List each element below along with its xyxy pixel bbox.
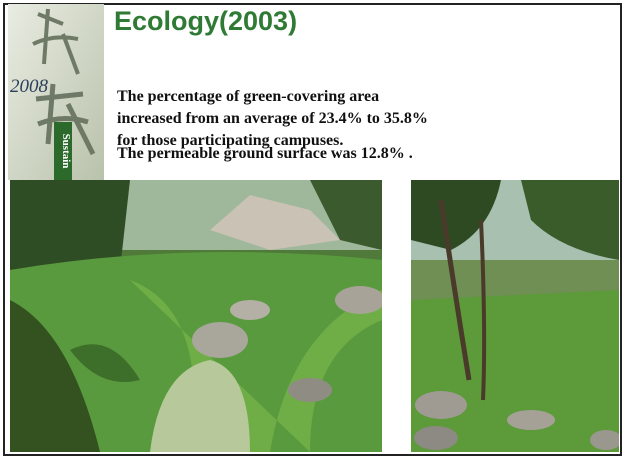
stone: [192, 322, 248, 358]
slide-title: Ecology(2003): [114, 6, 297, 37]
garden-photo: [411, 180, 619, 452]
banner-year: 2008: [10, 76, 49, 97]
stone: [414, 426, 458, 450]
garden-photo: [10, 180, 382, 452]
page: 2008 Sustain Ecology(2003) The percentag…: [0, 0, 624, 457]
paragraph: The permeable ground surface was 12.8% .: [117, 143, 517, 165]
side-banner: 2008 Sustain: [8, 4, 104, 180]
banner-label: Sustain: [60, 134, 72, 169]
stone: [230, 300, 270, 320]
stone: [507, 410, 555, 430]
stone: [415, 391, 467, 419]
stone: [288, 378, 332, 402]
